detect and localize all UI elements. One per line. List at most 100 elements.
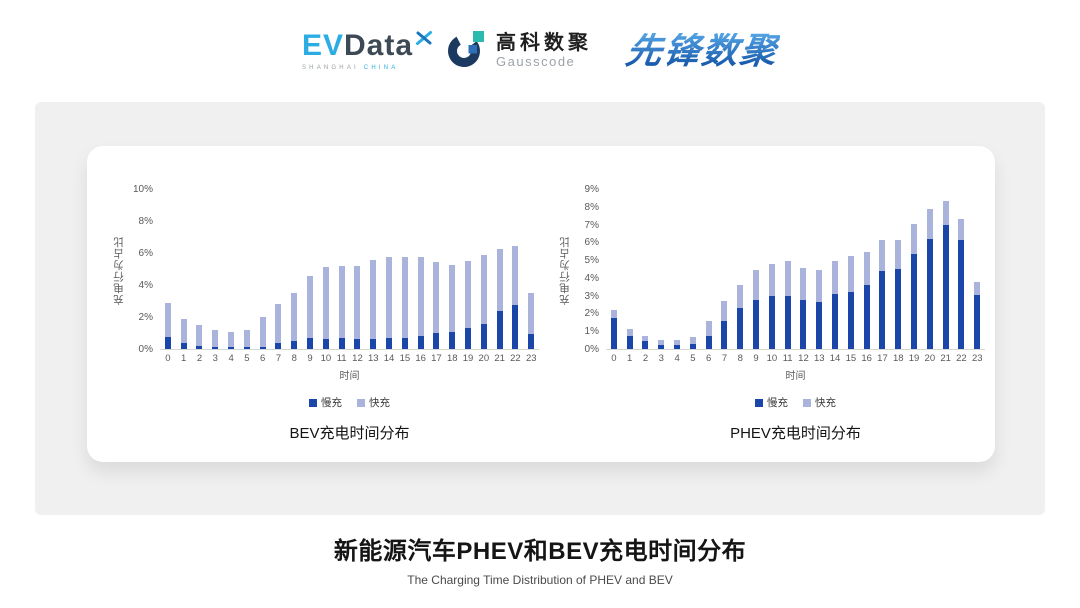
bar-hour-10 xyxy=(764,190,780,349)
x-tick: 18 xyxy=(892,353,904,364)
bar-hour-9 xyxy=(748,190,764,349)
page-title: 新能源汽车PHEV和BEV充电时间分布 xyxy=(333,538,747,565)
bar-segment-慢充 xyxy=(196,345,203,349)
x-axis-ticks: 0 1 2 3 4 5 6 7 8 9 10 11 12 13 14 15 16 17 18 19 20 21 22 23 xyxy=(606,353,985,364)
x-tick: 22 xyxy=(956,353,967,364)
x-tick: 3 xyxy=(212,353,218,364)
gausscode-logo: 高科数聚 Gausscode xyxy=(447,28,592,75)
bar-segment-快充 xyxy=(784,260,791,296)
x-tick: 13 xyxy=(813,353,825,364)
bar-segment-慢充 xyxy=(449,331,456,349)
chart-title: PHEV充电时间分布 xyxy=(730,425,861,442)
bar-hour-20 xyxy=(922,190,938,349)
y-tick: 3% xyxy=(584,290,599,302)
x-tick: 12 xyxy=(352,353,363,364)
bar-segment-快充 xyxy=(689,336,696,344)
bar-segment-快充 xyxy=(417,256,424,336)
evdata-data-text: Data xyxy=(343,29,414,62)
x-tick: 9 xyxy=(307,353,313,364)
bar-hour-3 xyxy=(207,190,223,349)
x-tick: 15 xyxy=(399,353,411,364)
bar-segment-快充 xyxy=(480,255,487,324)
bar-segment-慢充 xyxy=(911,254,918,349)
bar-segment-慢充 xyxy=(958,240,965,349)
x-tick: 14 xyxy=(383,353,395,364)
bar-segment-慢充 xyxy=(512,305,519,349)
bar-segment-快充 xyxy=(386,256,393,338)
bar-segment-快充 xyxy=(658,340,665,345)
x-axis-label: 时间 xyxy=(339,371,360,382)
plot-area xyxy=(606,190,985,350)
legend: 慢充 快充 xyxy=(606,395,985,410)
bar-hour-14 xyxy=(381,190,397,349)
bar-segment-慢充 xyxy=(721,320,728,349)
y-tick: 10% xyxy=(132,184,153,195)
bar-segment-慢充 xyxy=(768,296,775,349)
bar-hour-2 xyxy=(638,190,654,349)
x-tick: 5 xyxy=(690,353,696,364)
bar-hour-8 xyxy=(286,190,302,349)
bar-segment-慢充 xyxy=(832,294,839,349)
bar-segment-慢充 xyxy=(753,299,760,349)
bar-hour-6 xyxy=(701,190,717,349)
y-tick: 0% xyxy=(138,344,153,355)
y-tick: 2% xyxy=(138,312,153,323)
bar-hour-5 xyxy=(239,190,255,349)
bar-segment-慢充 xyxy=(689,343,696,349)
bar-segment-快充 xyxy=(737,284,744,309)
bar-hour-11 xyxy=(780,190,796,349)
x-tick: 20 xyxy=(478,353,490,364)
bar-segment-慢充 xyxy=(417,335,424,349)
bar-segment-快充 xyxy=(895,240,902,269)
y-tick: 2% xyxy=(584,308,599,320)
bar-segment-快充 xyxy=(768,264,775,296)
bar-hour-18 xyxy=(890,190,906,349)
evdata-ev-text: EV xyxy=(301,29,344,62)
x-tick: 22 xyxy=(510,353,521,364)
bar-segment-快充 xyxy=(800,267,807,300)
x-tick: 12 xyxy=(798,353,809,364)
bar-hour-15 xyxy=(397,190,413,349)
bar-segment-快充 xyxy=(832,260,839,295)
bar-segment-慢充 xyxy=(974,295,981,349)
bar-segment-慢充 xyxy=(800,299,807,349)
bev-chart: 充电行为占比 0% 2% 4% 6% 8% 10% 0 1 2 3 4 5 6 7 8 9 10 11 12 13 1… xyxy=(111,185,539,443)
x-tick: 21 xyxy=(940,353,951,364)
evdata-subtext: SHANGHAI CHINA xyxy=(302,65,413,71)
y-axis-ticks: 0% 1% 2% 3% 4% 5% 6% 7% 8% 9% xyxy=(572,185,606,355)
bar-segment-快充 xyxy=(196,325,203,346)
bar-hour-6 xyxy=(255,190,271,349)
y-tick: 8% xyxy=(584,201,599,213)
bar-hour-22 xyxy=(954,190,970,349)
bar-segment-慢充 xyxy=(480,323,487,349)
gausscode-en-name: Gausscode xyxy=(496,54,576,70)
chart-title: BEV充电时间分布 xyxy=(289,425,410,442)
bar-segment-快充 xyxy=(354,266,361,340)
bar-segment-慢充 xyxy=(164,337,171,349)
bar-segment-快充 xyxy=(164,302,171,338)
bar-hour-4 xyxy=(223,190,239,349)
bar-segment-慢充 xyxy=(658,344,665,349)
bar-hour-16 xyxy=(859,190,875,349)
bar-hour-10 xyxy=(318,190,334,349)
bar-segment-慢充 xyxy=(322,338,329,349)
bar-segment-快充 xyxy=(496,248,503,311)
bar-hour-5 xyxy=(685,190,701,349)
y-tick: 4% xyxy=(584,272,599,284)
bar-segment-慢充 xyxy=(401,337,408,349)
bar-segment-快充 xyxy=(674,340,681,345)
x-tick: 0 xyxy=(165,353,171,364)
x-tick: 6 xyxy=(706,353,712,364)
gray-panel: 充电行为占比 0% 2% 4% 6% 8% 10% 0 1 2 3 4 5 6 7 8 9 10 11 12 13 1… xyxy=(35,102,1045,515)
bar-segment-慢充 xyxy=(291,341,298,349)
x-tick: 6 xyxy=(260,353,266,364)
bar-segment-快充 xyxy=(642,335,649,342)
bar-segment-快充 xyxy=(958,219,965,241)
bar-hour-22 xyxy=(508,190,524,349)
evdata-china-text: CHINA xyxy=(363,65,399,71)
bar-segment-慢充 xyxy=(528,333,535,349)
bar-segment-快充 xyxy=(307,275,314,338)
x-tick: 20 xyxy=(924,353,936,364)
bar-segment-慢充 xyxy=(465,328,472,349)
bar-segment-快充 xyxy=(942,200,949,226)
